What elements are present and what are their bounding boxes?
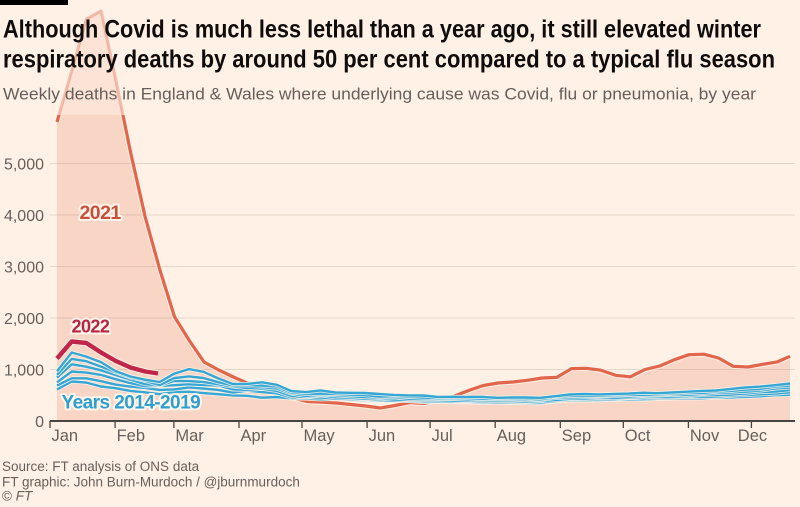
svg-text:Aug: Aug [497,427,526,445]
svg-text:5,000: 5,000 [4,156,44,173]
svg-text:Dec: Dec [738,427,767,445]
svg-text:2022: 2022 [72,317,110,337]
svg-text:2021: 2021 [80,202,122,224]
svg-text:© FT: © FT [2,489,34,504]
svg-text:Oct: Oct [625,427,651,445]
svg-text:Jun: Jun [369,427,396,445]
svg-text:May: May [304,427,336,445]
svg-text:Source: FT analysis of ONS dat: Source: FT analysis of ONS data [2,459,200,474]
svg-text:2,000: 2,000 [4,311,44,328]
svg-text:Although Covid is much less le: Although Covid is much less lethal than … [3,16,761,44]
svg-text:Sep: Sep [562,427,591,445]
svg-text:FT graphic: John Burn-Murdoch: FT graphic: John Burn-Murdoch / @jburnmu… [2,474,300,489]
svg-text:Nov: Nov [690,427,720,445]
svg-text:1,000: 1,000 [4,362,44,379]
svg-text:Jan: Jan [52,427,79,445]
svg-text:3,000: 3,000 [4,259,44,276]
svg-text:respiratory deaths by around 5: respiratory deaths by around 50 per cent… [3,46,775,74]
svg-text:4,000: 4,000 [4,208,44,225]
svg-text:Apr: Apr [241,427,267,445]
svg-text:Weekly deaths in England & Wal: Weekly deaths in England & Wales where u… [3,85,756,104]
svg-text:0: 0 [35,414,44,431]
svg-text:Jul: Jul [432,427,453,445]
svg-text:Years 2014-2019: Years 2014-2019 [62,392,201,413]
svg-text:Feb: Feb [117,427,145,445]
svg-text:Mar: Mar [175,427,204,445]
